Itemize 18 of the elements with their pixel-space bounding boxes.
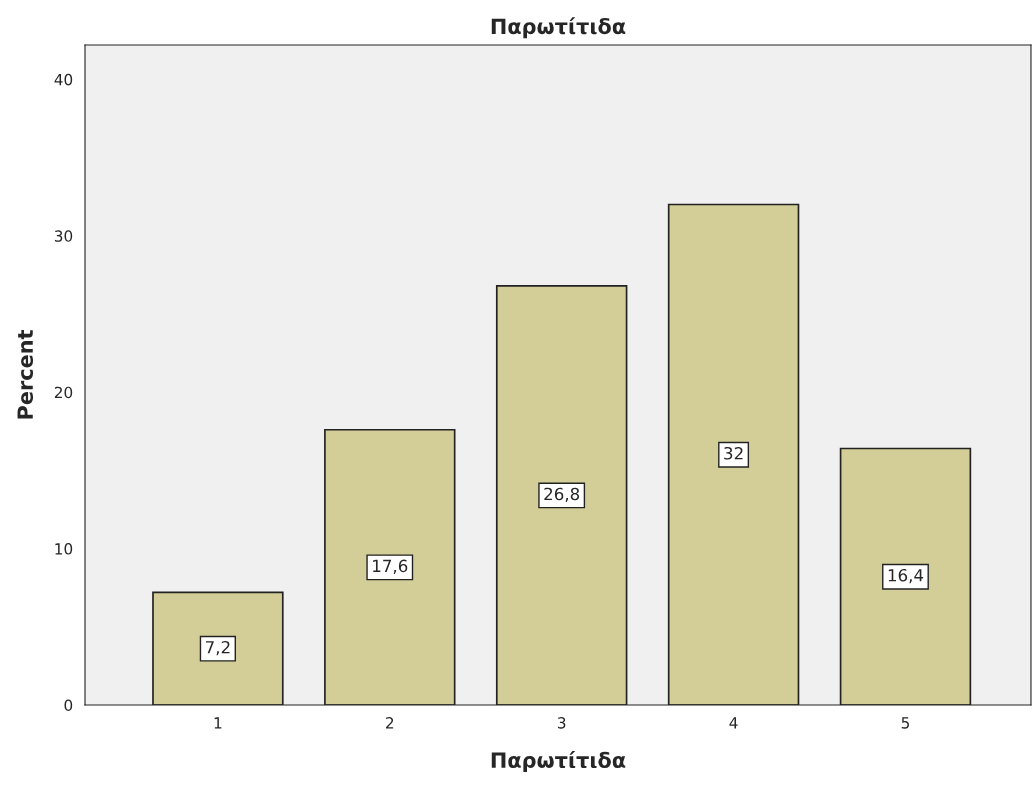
chart-title: Παρωτίτιδα	[491, 17, 626, 39]
y-axis-title: Percent	[17, 330, 34, 419]
y-tick-label: 0	[64, 699, 73, 712]
x-tick-label: 2	[386, 717, 394, 729]
data-label: 7,2	[205, 640, 230, 656]
data-label: 32	[724, 446, 743, 460]
y-tick-label: 30	[54, 230, 73, 242]
y-tick-label: 20	[54, 386, 73, 399]
y-tick-label: 10	[55, 543, 73, 555]
data-label: 17,6	[373, 559, 408, 574]
x-tick-label: 1	[214, 717, 222, 729]
x-tick-label: 4	[729, 717, 738, 729]
x-tick-label: 5	[901, 717, 910, 729]
x-tick-label: 3	[557, 717, 566, 729]
x-axis-title: Παρωτίτιδα	[491, 751, 626, 773]
y-tick-label: 40	[54, 73, 73, 86]
data-label: 16,4	[888, 568, 924, 584]
data-label: 26,8	[544, 487, 580, 502]
